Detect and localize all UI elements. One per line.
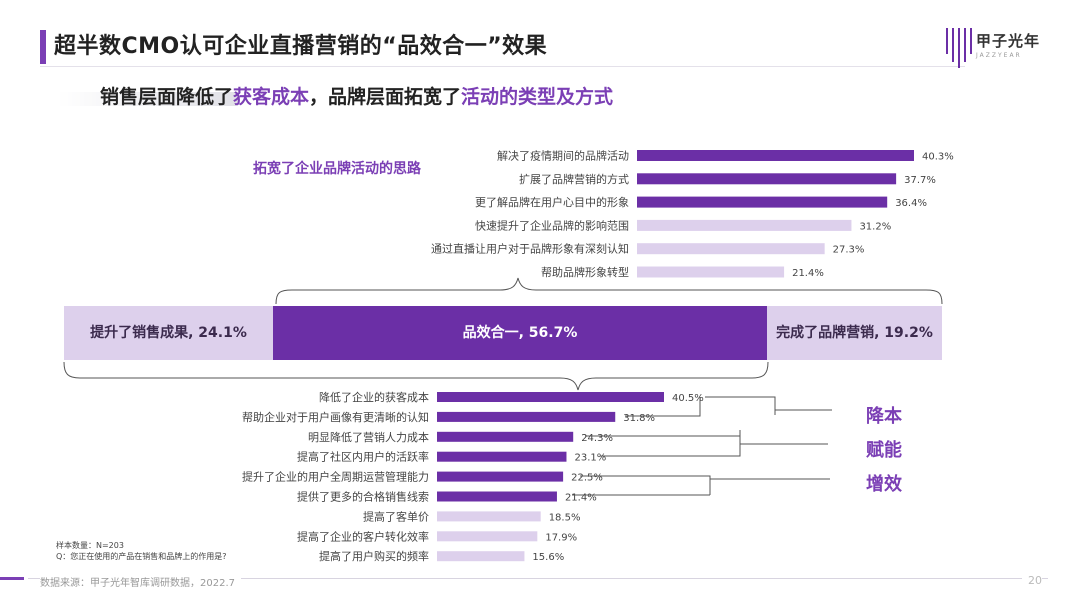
value-label: 17.9% [545,532,577,543]
category-label: 提高了用户购买的频率 [319,549,429,563]
bracket-efficiency [572,475,830,496]
subtitle-part1: 销售层面降低了 [100,86,234,108]
bar [637,219,852,231]
bracket-cost-reduction [625,396,832,417]
subtitle: 销售层面降低了获客成本，品牌层面拓宽了活动的类型及方式 [100,82,613,112]
sample-size: 样本数量：N=203 [56,541,124,550]
bar [637,243,825,255]
title-accent-bar [40,30,46,64]
label-efficiency: 增效 [866,474,902,495]
category-label: 更了解品牌在用户心目中的形象 [475,195,629,209]
title-divider [40,66,965,67]
category-label: 扩展了品牌营销的方式 [519,172,629,186]
category-label: 帮助企业对于用户画像有更清晰的认知 [242,410,429,424]
subtitle-highlight-1: 获客成本 [233,86,310,108]
bar [437,511,541,522]
value-label: 27.3% [833,245,865,256]
logo-name: 甲子光年 [976,32,1041,50]
value-label: 22.5% [571,473,603,484]
page-title: 超半数CMO认可企业直播营销的“品效合一”效果 [54,34,548,59]
bar [437,471,564,482]
category-label: 降低了企业的获客成本 [319,390,429,404]
value-label: 36.4% [895,198,927,209]
value-label: 31.8% [623,413,655,424]
footer-accent [0,577,24,580]
jazzyear-logo-icon [946,28,972,68]
bar [437,411,616,422]
value-label: 21.4% [565,493,597,504]
band-combined-share: 品效合一, 56.7% [273,306,767,360]
bar [437,431,574,442]
value-label: 31.2% [859,221,891,232]
category-label: 解决了疫情期间的品牌活动 [497,149,629,163]
value-label: 40.5% [672,393,704,404]
bar [437,551,525,562]
category-label: 提升了企业的用户全周期运营管理能力 [242,470,429,484]
bar [437,531,538,542]
bar [437,392,664,402]
page-number: 20 [1022,574,1042,587]
value-label: 23.1% [574,453,606,464]
bracket-empowerment [585,430,828,457]
category-label: 提高了企业的客户转化效率 [297,529,429,543]
category-label: 明显降低了营销人力成本 [308,430,429,444]
subtitle-part2: ，品牌层面拓宽了 [309,86,462,108]
bar [437,491,557,502]
category-label: 帮助品牌形象转型 [541,265,629,279]
value-label: 21.4% [792,268,824,279]
bar [637,150,914,161]
brand-section-heading: 拓宽了企业品牌活动的思路 [253,161,421,177]
band-sales-share: 提升了销售成果, 24.1% [64,306,273,360]
label-cost-reduction: 降本 [866,406,902,427]
survey-question: Q：您正在使用的产品在销售和品牌上的作用是? [56,552,227,561]
value-label: 18.5% [549,512,581,523]
category-label: 通过直播让用户对于品牌形象有深刻认知 [431,242,629,256]
category-label: 提供了更多的合格销售线索 [297,490,429,504]
band-brand-share: 完成了品牌营销, 19.2% [767,306,942,360]
value-label: 37.7% [904,175,936,186]
value-label: 40.3% [922,152,954,163]
subtitle-decoration [58,92,238,106]
bar [637,173,897,185]
footer-divider [28,578,1048,579]
category-label: 提高了社区内用户的活跃率 [297,450,429,464]
top-brace [275,277,943,305]
bar [437,451,567,462]
logo-subtext: JAZZYEAR [976,52,1022,59]
bar [637,266,785,278]
value-label: 15.6% [532,552,564,563]
label-empowerment: 赋能 [866,440,902,461]
category-label: 快速提升了企业品牌的影响范围 [475,218,629,232]
bar [637,196,888,208]
category-label: 提高了客单价 [363,509,429,523]
value-label: 24.3% [581,433,613,444]
subtitle-highlight-2: 活动的类型及方式 [461,86,614,108]
data-source: 数据来源：甲子光年智库调研数据，2022.7 [40,574,241,589]
bottom-brace [63,361,769,391]
